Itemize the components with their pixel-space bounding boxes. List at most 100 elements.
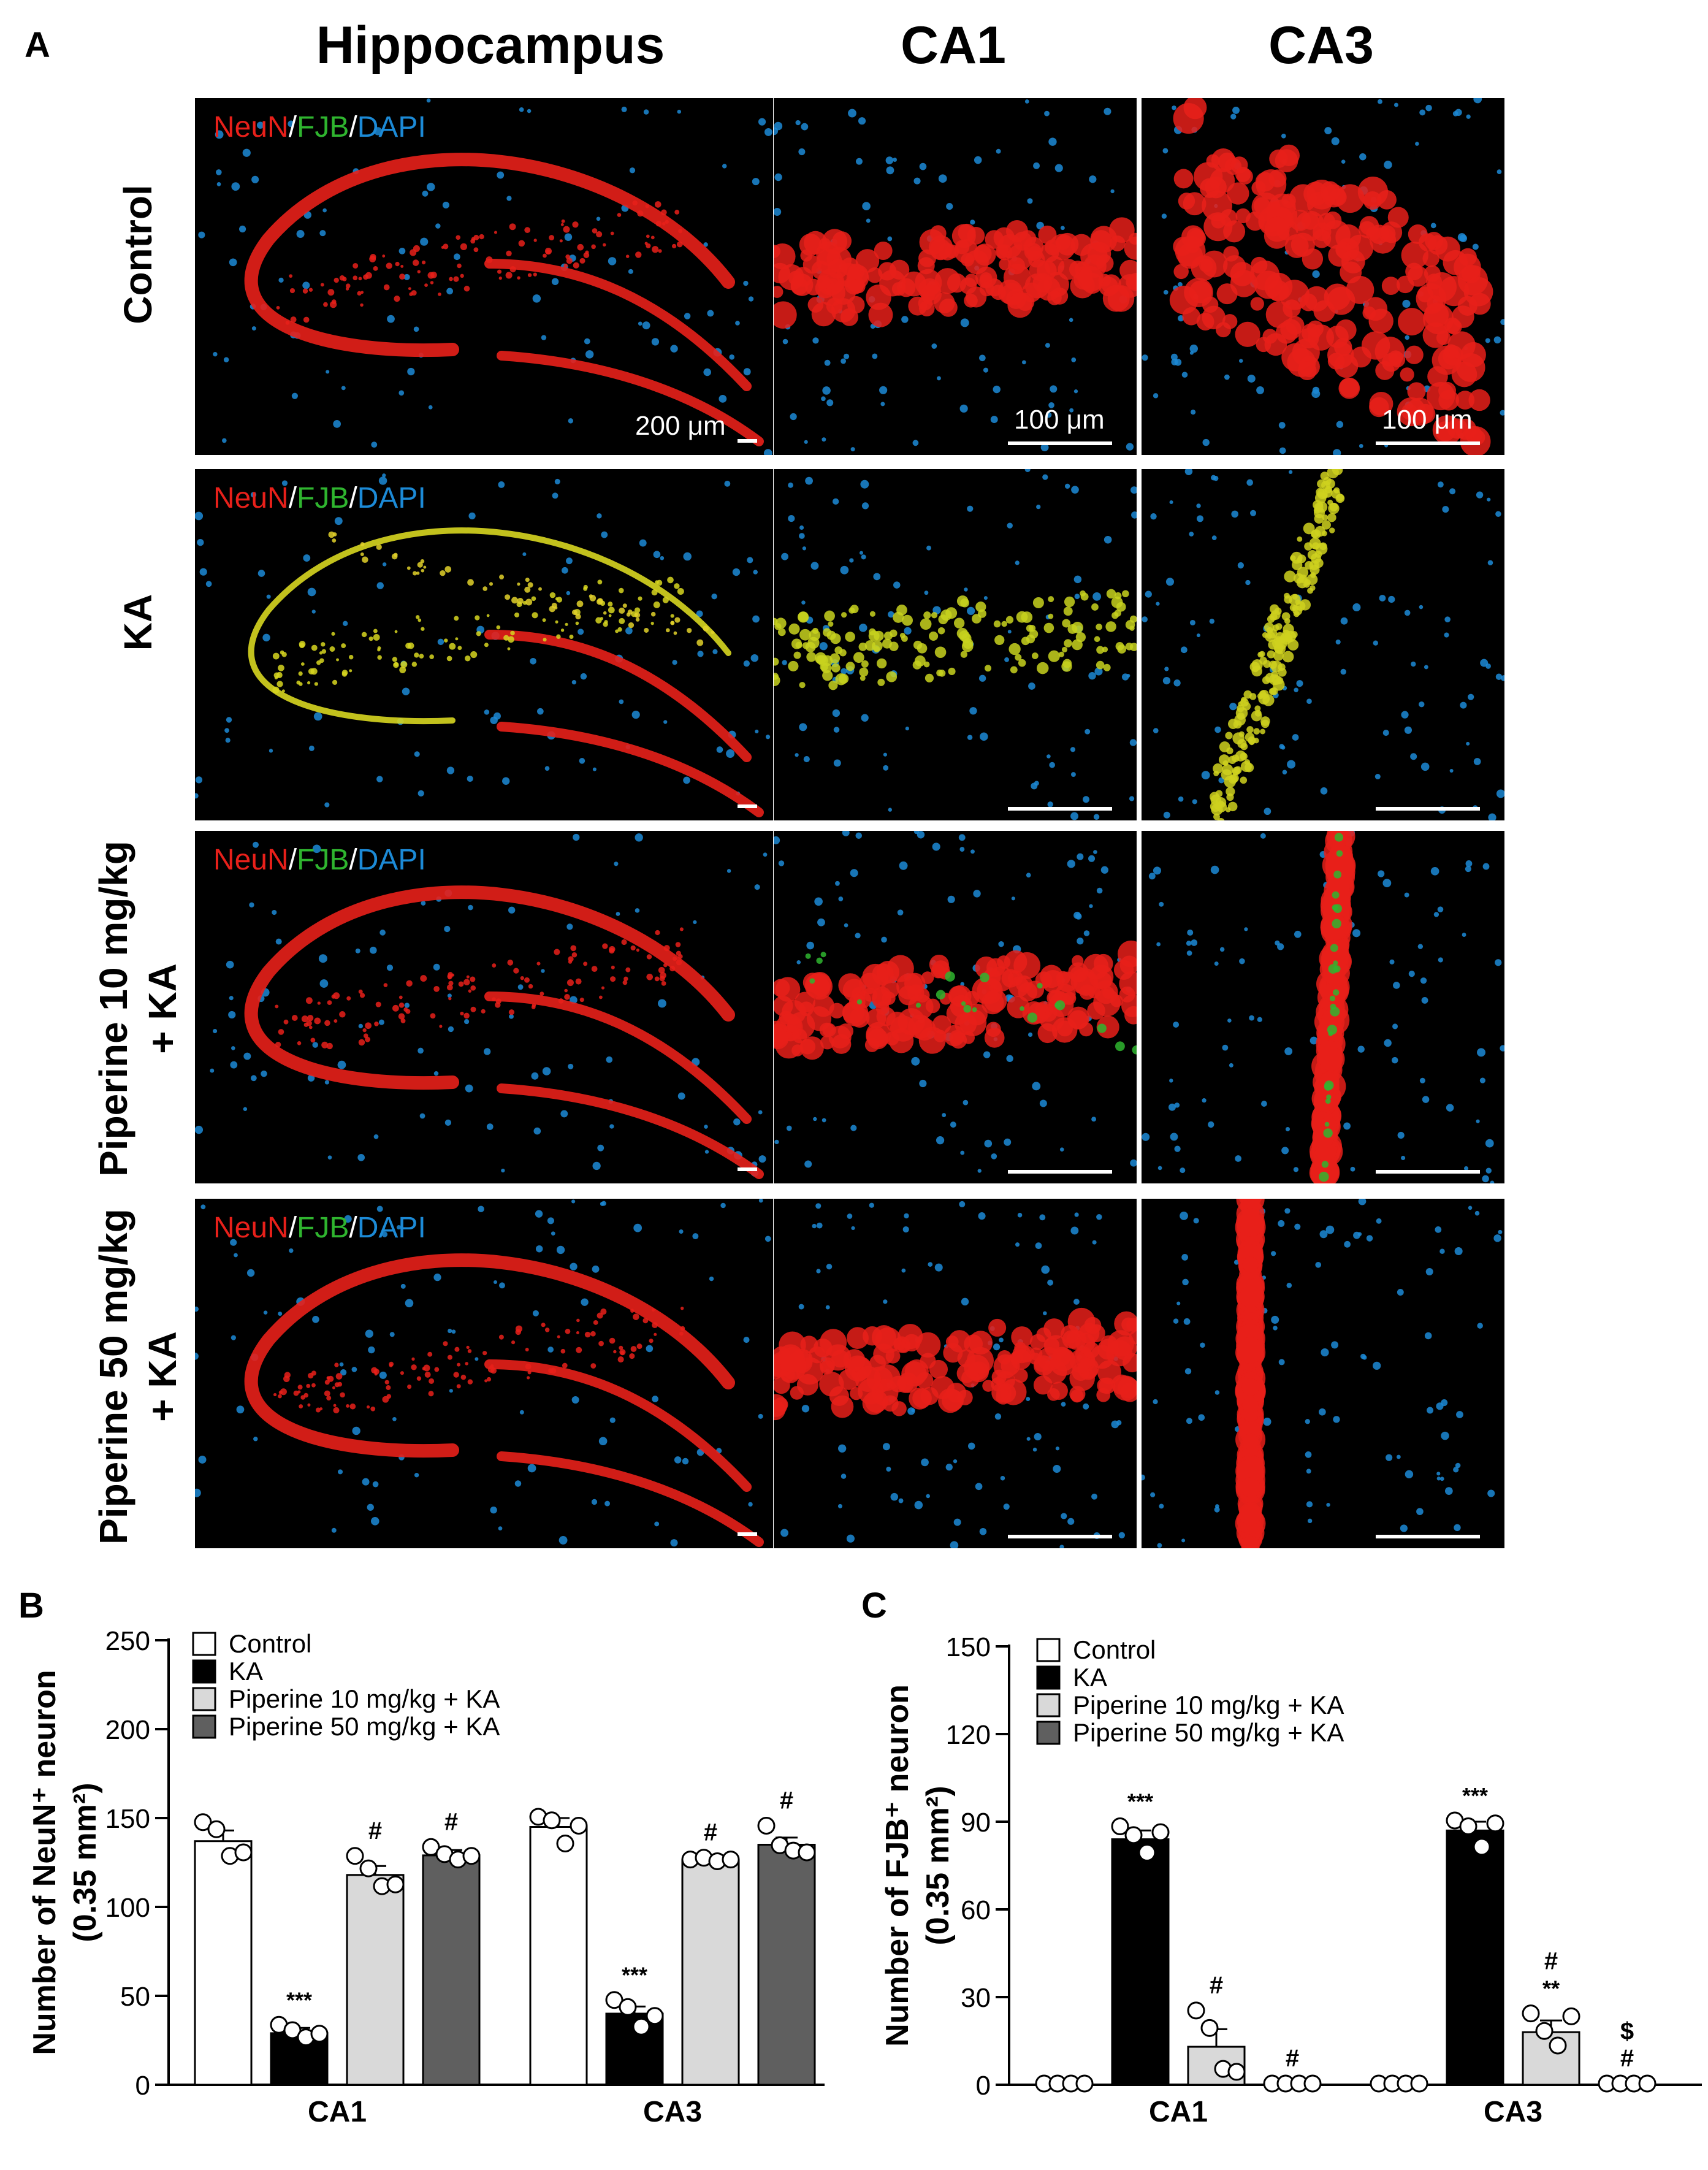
significance-mark: **: [1542, 1976, 1560, 2001]
data-point: [1227, 2063, 1246, 2081]
y-axis-label-line: (0.35 mm²): [920, 1786, 956, 1945]
row-label-3: Piperine 10 mg/kg + KA: [89, 825, 187, 1193]
micrograph-ca1-row1: 100 μm: [774, 98, 1137, 455]
y-tick-label: 100: [105, 1893, 150, 1923]
stain-fjb: FJB: [297, 1212, 349, 1244]
scale-bar-label: 100 μm: [1014, 405, 1105, 435]
stain-dapi: DAPI: [357, 1212, 426, 1244]
stain-sep1: /: [288, 482, 297, 514]
y-axis-label: Number of FJB⁺ neuron (0.35 mm²): [880, 1684, 956, 2047]
stain-neun: NeuN: [213, 844, 289, 876]
scale-bar: [738, 804, 757, 808]
scale-bar: [1376, 807, 1480, 811]
column-header-hippocampus: Hippocampus: [316, 16, 665, 75]
data-point: [619, 1998, 637, 2016]
scale-bar: [1008, 1170, 1112, 1174]
stain-sep1: /: [288, 111, 297, 143]
legend-label: KA: [1073, 1663, 1107, 1692]
data-point: [757, 1817, 776, 1835]
stain-dapi: DAPI: [357, 482, 426, 514]
row-label-4: Piperine 50 mg/kg + KA: [89, 1193, 187, 1561]
row-label-2: KA: [113, 438, 162, 806]
row-label-line: Piperine 50 mg/kg: [91, 1209, 135, 1545]
y-tick-label: 120: [946, 1720, 991, 1750]
y-tick-label: 0: [976, 2071, 991, 2101]
significance-mark: #: [444, 1808, 458, 1835]
scale-bar: [1008, 807, 1112, 811]
significance-mark: ***: [1127, 1789, 1153, 1814]
row-label-line: KA: [116, 594, 160, 651]
x-category-label: CA3: [1484, 2096, 1542, 2128]
micrograph-hippocampus-row1: 200 μm NeuN/FJB/DAPI: [195, 98, 773, 455]
data-point: [1486, 1814, 1504, 1833]
fjb-bar-chart: 0 30 60 90 120 150 Number of FJB⁺ neuron (0.35 …: [880, 1632, 1702, 2128]
micrograph-hippocampus-row3: NeuN/FJB/DAPI: [195, 831, 773, 1183]
micrograph-hippocampus-row4: NeuN/FJB/DAPI: [195, 1199, 773, 1548]
scale-bar: [738, 1532, 757, 1536]
bar: [681, 1860, 740, 2086]
y-tick-label: 200: [105, 1715, 150, 1745]
data-point: [462, 1847, 481, 1865]
data-point: [605, 1991, 623, 2009]
data-point: [632, 2017, 650, 2036]
data-point: [1200, 2019, 1219, 2037]
legend-swatch: [192, 1714, 216, 1739]
stain-legend: NeuN/FJB/DAPI: [213, 1211, 426, 1245]
y-tick-label: 90: [961, 1808, 991, 1838]
significance-mark: #: [780, 1787, 793, 1814]
micrograph-ca3-row3: [1142, 831, 1504, 1183]
stain-legend: NeuN/FJB/DAPI: [213, 481, 426, 515]
scale-bar: [1376, 1535, 1480, 1538]
y-tick-label: 250: [105, 1626, 150, 1656]
y-tick-label: 0: [135, 2071, 150, 2101]
data-point: [556, 1835, 574, 1852]
y-tick-label: 50: [120, 1982, 150, 2012]
row-label-line: + KA: [140, 963, 185, 1054]
bar: [1446, 1829, 1504, 2086]
bar: [194, 1840, 253, 2086]
micrograph-hippocampus-row2: NeuN/FJB/DAPI: [195, 469, 773, 820]
legend-swatch: [1036, 1638, 1061, 1662]
y-axis-label-line: (0.35 mm²): [67, 1782, 103, 1942]
legend-label: Piperine 10 mg/kg + KA: [1073, 1691, 1344, 1719]
legend-label: Piperine 10 mg/kg + KA: [229, 1684, 500, 1713]
x-category-label: CA3: [643, 2096, 702, 2128]
data-point: [386, 1875, 405, 1893]
legend-label: Control: [1073, 1635, 1156, 1664]
significance-mark: $: [1620, 2018, 1634, 2045]
data-point: [722, 1851, 740, 1869]
bar: [1111, 1838, 1170, 2086]
panel-label-c: C: [861, 1586, 887, 1626]
scale-bar-label: 100 μm: [1382, 405, 1473, 435]
stain-sep2: /: [349, 1212, 357, 1244]
significance-mark: #: [704, 1819, 717, 1846]
bar: [529, 1826, 588, 2086]
data-point: [422, 1838, 440, 1856]
scale-bar: [738, 439, 757, 443]
data-point: [1549, 2036, 1567, 2055]
scale-bar: [1376, 1170, 1480, 1174]
data-point: [234, 1843, 253, 1862]
data-point: [346, 1847, 364, 1865]
scale-bar-label: 200 μm: [635, 411, 726, 441]
stain-neun: NeuN: [213, 111, 289, 143]
legend-swatch: [1036, 1665, 1061, 1690]
legend-label: KA: [229, 1657, 263, 1686]
significance-mark: #: [1286, 2045, 1299, 2072]
stain-sep2: /: [349, 111, 357, 143]
stain-neun: NeuN: [213, 1212, 289, 1244]
data-point: [1535, 2022, 1554, 2040]
stain-dapi: DAPI: [357, 844, 426, 876]
data-point: [543, 1811, 561, 1830]
y-axis-label: Number of NeuN⁺ neuron (0.35 mm²): [27, 1670, 103, 2055]
data-point: [1075, 2074, 1094, 2093]
data-point: [1410, 2074, 1428, 2093]
stain-sep2: /: [349, 844, 357, 876]
bar: [757, 1844, 816, 2086]
legend-label: Piperine 50 mg/kg + KA: [229, 1712, 500, 1741]
legend-swatch: [1036, 1693, 1061, 1717]
stain-sep2: /: [349, 482, 357, 514]
micrograph-ca3-row1: 100 μm: [1142, 98, 1504, 455]
panel-label-b: B: [18, 1586, 44, 1626]
